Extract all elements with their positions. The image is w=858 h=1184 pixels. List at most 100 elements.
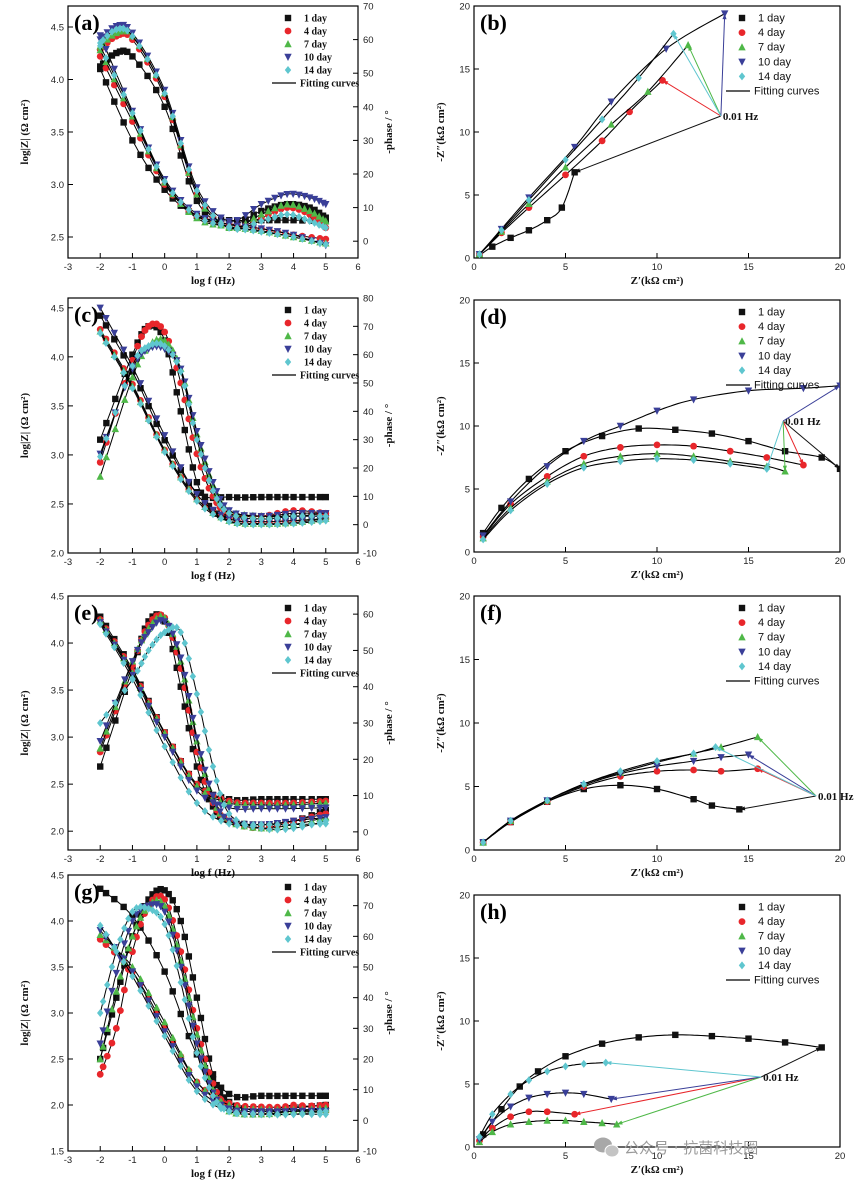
- annotation-arrow: [673, 33, 722, 117]
- data-point-modulus: [102, 629, 110, 638]
- data-point-phase: [250, 219, 257, 228]
- data-point-modulus: [110, 65, 119, 73]
- data-point: [626, 108, 633, 116]
- panel-label: (a): [74, 10, 100, 35]
- data-point-phase: [161, 896, 169, 903]
- data-point-phase: [136, 913, 145, 921]
- data-point-modulus: [169, 461, 176, 470]
- data-point: [598, 432, 606, 440]
- data-point-modulus: [153, 432, 160, 441]
- data-point-modulus: [185, 787, 193, 796]
- legend-marker: [284, 332, 292, 340]
- data-point-phase: [96, 1070, 104, 1078]
- data-point-phase: [193, 689, 201, 698]
- data-point-phase: [181, 933, 189, 941]
- data-point: [561, 163, 570, 171]
- data-point-phase: [121, 676, 129, 684]
- y2-tick-label: 80: [363, 294, 374, 305]
- x-tick-label: -2: [96, 854, 104, 865]
- annotation-arrow: [605, 1062, 762, 1078]
- data-point-phase: [241, 819, 248, 828]
- x-tick-label: 0: [162, 557, 167, 568]
- y2-tick-label: 40: [363, 407, 374, 418]
- data-point-phase: [153, 71, 160, 80]
- x-tick-label: 5: [323, 557, 328, 568]
- data-point-phase: [177, 654, 185, 662]
- data-point-phase: [99, 36, 107, 45]
- y-axis-label: log|Z| (Ω cm²): [19, 980, 31, 1046]
- data-point-phase: [185, 953, 193, 960]
- legend-label: 10 day: [304, 643, 332, 654]
- data-point-modulus: [289, 805, 298, 813]
- legend-marker: [284, 604, 292, 612]
- data-point-modulus: [201, 1095, 209, 1104]
- data-point-phase: [193, 435, 201, 444]
- x-tick-label: 4: [291, 262, 296, 273]
- data-point-modulus: [185, 1075, 193, 1084]
- data-point-phase: [121, 924, 128, 933]
- data-point-phase: [197, 707, 205, 716]
- data-point-phase: [225, 509, 233, 518]
- data-point-phase: [99, 1027, 107, 1035]
- x-tick-label: -3: [64, 854, 72, 865]
- y2-tick-label: 60: [363, 610, 374, 621]
- data-point-modulus: [177, 763, 185, 771]
- y-tick-label: 0: [465, 548, 470, 559]
- data-point-phase: [99, 1042, 107, 1050]
- data-point-modulus: [111, 352, 118, 361]
- data-point-modulus: [97, 921, 104, 930]
- data-point-phase: [216, 500, 224, 509]
- data-point-modulus: [102, 322, 110, 329]
- data-point-phase: [232, 1108, 240, 1117]
- data-point-phase: [116, 24, 124, 33]
- data-point-phase: [117, 978, 124, 985]
- legend-marker: [738, 366, 746, 375]
- data-point-phase: [242, 223, 249, 232]
- data-point-modulus: [144, 997, 153, 1005]
- series-7-day: [479, 449, 789, 542]
- data-point: [717, 767, 725, 775]
- data-point-phase: [117, 935, 124, 944]
- data-point-phase: [103, 1052, 111, 1060]
- data-point-modulus: [152, 415, 161, 423]
- annotation-arrowhead: [722, 13, 727, 20]
- series-7-day: [475, 1116, 621, 1146]
- data-point-phase: [185, 400, 193, 409]
- data-point-phase: [145, 896, 152, 903]
- data-point-phase: [201, 209, 209, 216]
- data-point-phase: [149, 891, 156, 898]
- data-point-modulus: [290, 233, 297, 241]
- data-point-phase: [169, 350, 176, 359]
- data-point: [507, 506, 514, 515]
- y-axis-label: log|Z| (Ω cm²): [19, 690, 31, 756]
- data-point: [507, 1090, 514, 1099]
- data-point-modulus: [316, 517, 324, 526]
- legend-marker: [284, 27, 292, 35]
- data-point-phase: [134, 351, 141, 360]
- legend-marker: [738, 308, 746, 316]
- data-point: [690, 766, 697, 774]
- y-tick-label: 3.5: [51, 401, 64, 412]
- series-14-day: [97, 620, 329, 834]
- data-point-phase: [209, 486, 217, 495]
- series-14-day: [479, 454, 770, 544]
- data-point-phase: [103, 710, 110, 719]
- data-point-modulus: [250, 1093, 257, 1100]
- data-point-modulus: [185, 478, 193, 487]
- data-point-phase: [193, 197, 201, 205]
- data-point-phase: [283, 200, 291, 208]
- fit-curve-modulus: [99, 616, 326, 801]
- data-point-phase: [185, 1014, 193, 1023]
- data-point: [580, 1090, 588, 1099]
- data-point-modulus: [298, 805, 307, 813]
- data-point-modulus: [258, 227, 265, 236]
- data-point-modulus: [145, 937, 152, 944]
- y-tick-label: 10: [459, 1017, 470, 1028]
- data-point-phase: [120, 940, 129, 948]
- data-point-phase: [111, 424, 120, 433]
- y-tick-label: 0: [465, 1143, 470, 1154]
- fit-curve-modulus: [99, 620, 326, 806]
- x-tick-label: 4: [291, 1155, 296, 1166]
- x-tick-label: 6: [355, 557, 360, 568]
- legend-marker: [284, 14, 292, 22]
